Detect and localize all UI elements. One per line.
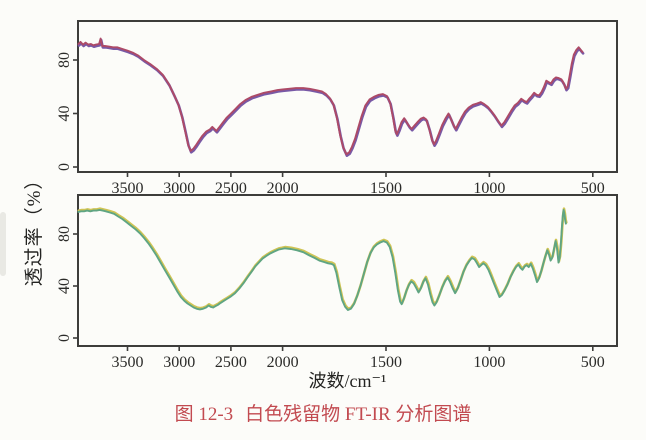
- plot-frame: [77, 194, 618, 347]
- x-tick-label: 3500: [112, 180, 144, 197]
- caption-title: 白色残留物 FT-IR 分析图谱: [245, 404, 472, 425]
- x-tick-label: 2000: [267, 354, 299, 371]
- x-tick-label: 2000: [267, 180, 299, 197]
- x-tick-label: 500: [581, 354, 605, 371]
- caption-number: 图 12-3: [174, 404, 234, 425]
- y-tick-label: 0: [56, 334, 73, 342]
- bottom-spectrum-plot: 3500 3000 2500 2000 1500 1000 500 0 40 80: [56, 194, 618, 371]
- y-tick-label: 40: [56, 278, 73, 294]
- y-tick-label: 80: [56, 226, 73, 242]
- axis-ticks: 3500 3000 2500 2000 1500 1000 500 0 40 80: [56, 52, 605, 197]
- figure-caption: 图 12-3 白色残留物 FT-IR 分析图谱: [0, 399, 646, 426]
- bottom-trace-primary: [77, 208, 567, 311]
- x-tick-label: 1500: [370, 354, 402, 371]
- scan-artifact: [0, 212, 6, 276]
- x-tick-label: 1000: [473, 180, 505, 197]
- x-tick-label: 500: [581, 180, 605, 197]
- plot-frame: [77, 20, 618, 173]
- x-tick-label: 1000: [473, 354, 505, 371]
- x-tick-label: 1500: [370, 180, 402, 197]
- x-tick-label: 2500: [215, 354, 247, 371]
- x-tick-label: 3500: [112, 354, 144, 371]
- x-axis-title: 波数/cm⁻¹: [308, 371, 387, 391]
- top-spectrum-plot: 3500 3000 2500 2000 1500 1000 500 0 40 80: [56, 20, 618, 197]
- x-tick-label: 3000: [163, 354, 195, 371]
- x-tick-label: 2500: [215, 180, 247, 197]
- top-trace-secondary: [77, 38, 585, 158]
- x-tick-label: 3000: [163, 180, 195, 197]
- top-trace-primary: [77, 37, 584, 156]
- y-tick-label: 0: [56, 163, 73, 171]
- y-tick-label: 40: [56, 106, 73, 122]
- bottom-trace-secondary: [77, 207, 568, 311]
- axis-ticks: 3500 3000 2500 2000 1500 1000 500 0 40 80: [56, 226, 605, 371]
- y-tick-label: 80: [56, 52, 73, 68]
- y-axis-title: 透过率（%）: [24, 169, 45, 287]
